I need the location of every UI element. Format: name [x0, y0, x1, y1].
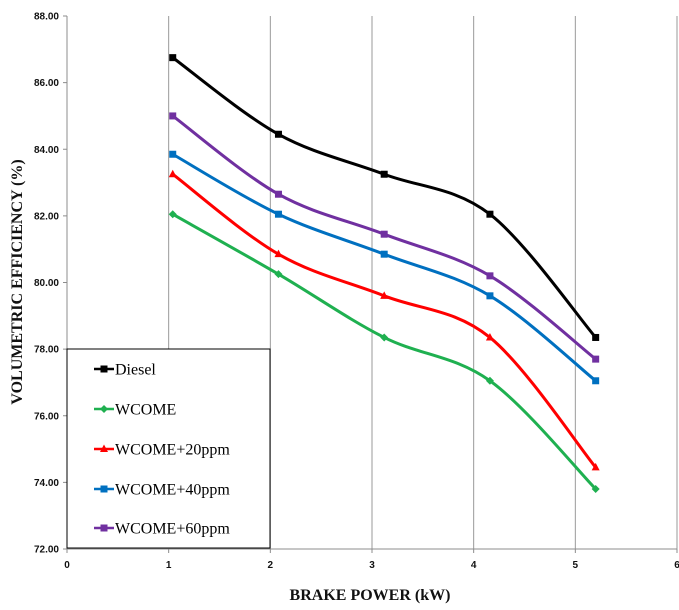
- data-point-diesel: [169, 54, 177, 62]
- data-point-diesel: [592, 333, 600, 341]
- data-point-wcome-40ppm: [486, 292, 494, 300]
- y-axis-title: VOLUMETRIC EFFICIENCY (%): [9, 159, 26, 404]
- data-point-wcome: [591, 485, 600, 494]
- grid: [168, 16, 678, 549]
- legend: Diesel WCOME WCOME+20ppm WCOME+40ppm WCOME+6…: [66, 348, 271, 549]
- legend-swatch-marker: [100, 524, 108, 532]
- x-tick-label: 3: [369, 560, 375, 571]
- data-point-wcome-40ppm: [274, 210, 282, 218]
- legend-label: Diesel: [115, 362, 156, 379]
- data-point-wcome: [380, 333, 389, 342]
- legend-label: WCOME+40ppm: [115, 482, 230, 499]
- x-axis-title: BRAKE POWER (kW): [290, 587, 451, 604]
- legend-item-wcome-60ppm: WCOME+60ppm: [94, 521, 230, 538]
- series-wcome-60ppm: [169, 112, 600, 363]
- data-point-wcome: [274, 270, 283, 279]
- x-tick-label: 6: [674, 560, 679, 571]
- data-point-wcome-20ppm: [168, 169, 177, 178]
- data-point-wcome-60ppm: [486, 272, 494, 280]
- data-point-wcome-60ppm: [592, 355, 600, 363]
- y-tick-label: 78.00: [34, 345, 59, 356]
- x-tick-label: 2: [268, 560, 274, 571]
- data-point-diesel: [274, 130, 282, 138]
- data-point-wcome-20ppm: [485, 332, 494, 341]
- legend-swatch-marker: [100, 444, 108, 452]
- series-diesel: [169, 54, 600, 341]
- data-point-wcome: [168, 210, 177, 219]
- x-tick-label: 0: [64, 560, 70, 571]
- data-point-diesel: [380, 170, 388, 178]
- y-tick-label: 84.00: [34, 145, 59, 156]
- legend-label: WCOME+20ppm: [115, 442, 230, 459]
- data-point-wcome-20ppm: [380, 291, 389, 299]
- x-tick-label: 4: [471, 560, 477, 571]
- y-tick-label: 74.00: [34, 478, 59, 489]
- series-wcome-20ppm: [168, 169, 600, 471]
- data-point-wcome-40ppm: [380, 250, 388, 258]
- y-tick-label: 86.00: [34, 78, 59, 89]
- tick-labels: 72.00 74.00 76.00 78.00 80.00 82.00 84.00 86.00…: [34, 12, 679, 572]
- y-tick-label: 80.00: [34, 278, 59, 289]
- data-point-wcome: [485, 376, 494, 385]
- x-tick-label: 5: [573, 560, 579, 571]
- legend-swatch-marker: [100, 485, 108, 493]
- data-point-diesel: [486, 210, 494, 218]
- legend-item-diesel: Diesel: [94, 362, 156, 379]
- data-point-wcome-40ppm: [169, 150, 177, 158]
- legend-swatch-marker: [100, 405, 108, 413]
- legend-label: WCOME: [115, 402, 176, 419]
- y-tick-label: 88.00: [34, 12, 59, 23]
- data-point-wcome-60ppm: [274, 190, 282, 198]
- series-group: [168, 54, 600, 494]
- data-point-wcome-40ppm: [592, 377, 600, 385]
- y-tick-label: 82.00: [34, 211, 59, 222]
- legend-swatch-marker: [100, 365, 108, 373]
- data-point-wcome-20ppm: [274, 249, 283, 258]
- y-tick-label: 72.00: [34, 545, 59, 556]
- data-point-wcome-20ppm: [591, 462, 600, 471]
- legend-item-wcome-20ppm: WCOME+20ppm: [94, 442, 230, 459]
- legend-item-wcome-40ppm: WCOME+40ppm: [94, 482, 230, 499]
- legend-label: WCOME+60ppm: [115, 521, 230, 538]
- data-point-wcome-60ppm: [169, 112, 177, 120]
- series-wcome: [168, 210, 600, 494]
- y-tick-label: 76.00: [34, 411, 59, 422]
- data-point-wcome-60ppm: [380, 230, 388, 238]
- x-tick-label: 1: [166, 560, 172, 571]
- legend-item-wcome: WCOME: [94, 402, 176, 419]
- series-wcome-40ppm: [169, 150, 600, 385]
